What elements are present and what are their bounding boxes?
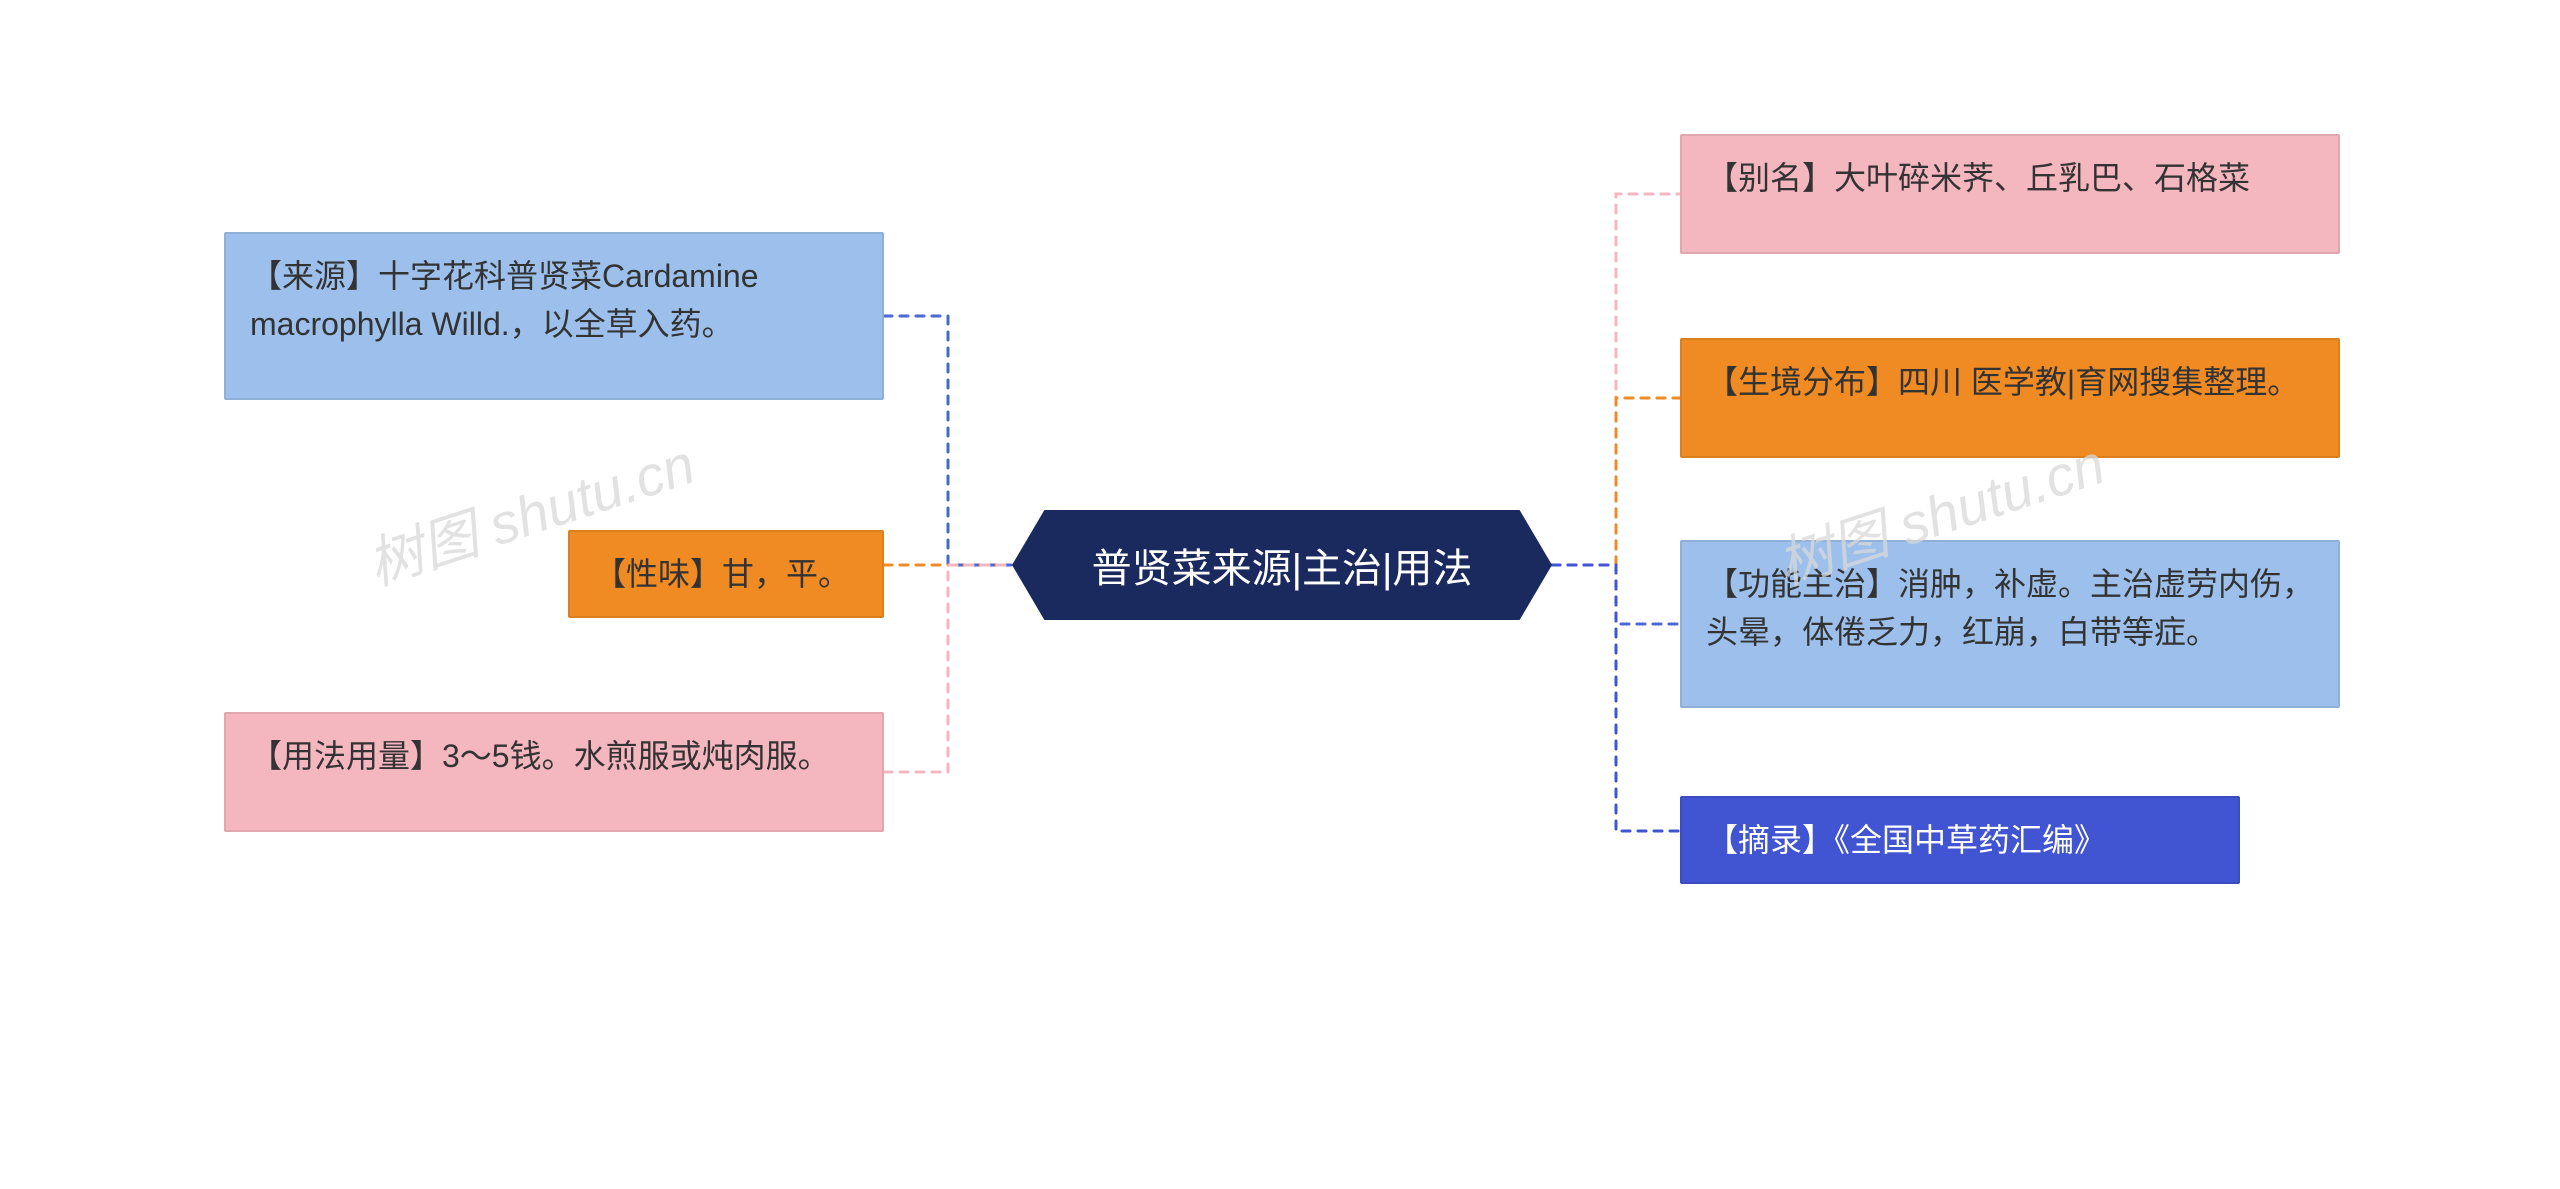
node-alias: 【别名】大叶碎米荠、丘乳巴、石格菜 — [1680, 134, 2340, 254]
node-excerpt: 【摘录】《全国中草药汇编》 — [1680, 796, 2240, 884]
node-usage: 【用法用量】3～5钱。水煎服或炖肉服。 — [224, 712, 884, 832]
node-habitat: 【生境分布】四川 医学教|育网搜集整理。 — [1680, 338, 2340, 458]
node-source: 【来源】十字花科普贤菜Cardamine macrophylla Willd.，… — [224, 232, 884, 400]
node-function: 【功能主治】消肿，补虚。主治虚劳内伤，头晕，体倦乏力，红崩，白带等症。 — [1680, 540, 2340, 708]
node-taste: 【性味】甘，平。 — [568, 530, 884, 618]
center-node: 普贤菜来源|主治|用法 — [1012, 510, 1552, 620]
